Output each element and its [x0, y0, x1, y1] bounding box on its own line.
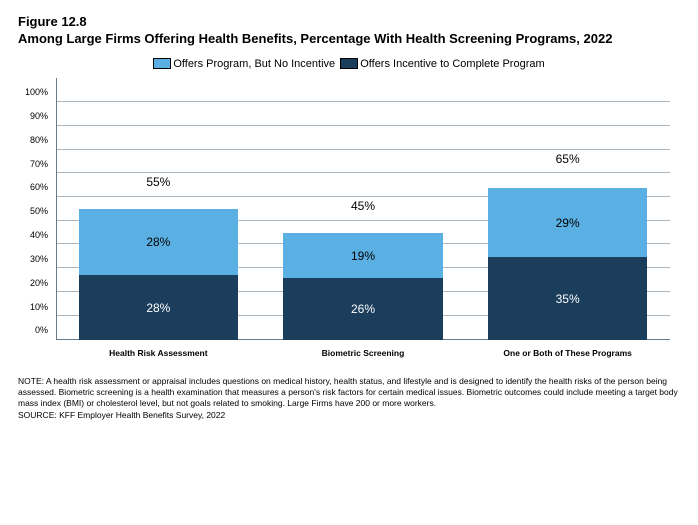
bar-total-label: 45% [283, 199, 443, 213]
stacked-bar: 26%19% [283, 233, 443, 340]
legend: Offers Program, But No Incentive Offers … [18, 58, 680, 73]
x-axis-labels: Health Risk Assessment Biometric Screenin… [56, 348, 670, 358]
y-tick-label: 20% [18, 278, 48, 288]
legend-swatch-bottom [340, 58, 358, 69]
bars-container: 28%28% 55% 26%19% 45% 35%29% 65% [56, 78, 670, 340]
x-axis-category-label: Biometric Screening [283, 348, 443, 358]
footnotes: NOTE: A health risk assessment or apprai… [18, 376, 680, 421]
bar-segment-incentive: 26% [283, 278, 443, 340]
bar-total-label: 55% [79, 175, 239, 189]
figure-container: Figure 12.8 Among Large Firms Offering H… [0, 0, 698, 433]
x-axis-category-label: One or Both of These Programs [488, 348, 648, 358]
y-tick-label: 60% [18, 182, 48, 192]
stacked-bar: 28%28% [79, 209, 239, 340]
bar-group: 28%28% 55% [79, 78, 239, 340]
chart: 28%28% 55% 26%19% 45% 35%29% 65% Health Risk … [52, 78, 670, 358]
y-tick-label: 10% [18, 302, 48, 312]
bar-group: 35%29% 65% [488, 78, 648, 340]
legend-label-bottom: Offers Incentive to Complete Program [360, 58, 544, 70]
bar-segment-no-incentive: 29% [488, 188, 648, 257]
stacked-bar: 35%29% [488, 186, 648, 341]
figure-title: Among Large Firms Offering Health Benefi… [18, 31, 680, 48]
y-tick-label: 90% [18, 111, 48, 121]
source-text: SOURCE: KFF Employer Health Benefits Sur… [18, 410, 680, 421]
bar-segment-incentive: 28% [79, 275, 239, 341]
x-axis-category-label: Health Risk Assessment [79, 348, 239, 358]
legend-item-no-incentive: Offers Program, But No Incentive [153, 58, 335, 70]
legend-item-incentive: Offers Incentive to Complete Program [340, 58, 544, 70]
bar-segment-incentive: 35% [488, 257, 648, 340]
bar-segment-no-incentive: 28% [79, 209, 239, 275]
bar-total-label: 65% [488, 152, 648, 166]
y-tick-label: 100% [18, 87, 48, 97]
y-tick-label: 40% [18, 230, 48, 240]
y-tick-label: 0% [18, 325, 48, 335]
y-tick-label: 30% [18, 254, 48, 264]
legend-label-top: Offers Program, But No Incentive [173, 58, 335, 70]
y-tick-label: 50% [18, 206, 48, 216]
legend-swatch-top [153, 58, 171, 69]
note-text: NOTE: A health risk assessment or apprai… [18, 376, 680, 408]
y-tick-label: 80% [18, 135, 48, 145]
figure-number: Figure 12.8 [18, 14, 680, 29]
bar-group: 26%19% 45% [283, 78, 443, 340]
bar-segment-no-incentive: 19% [283, 233, 443, 278]
y-tick-label: 70% [18, 159, 48, 169]
